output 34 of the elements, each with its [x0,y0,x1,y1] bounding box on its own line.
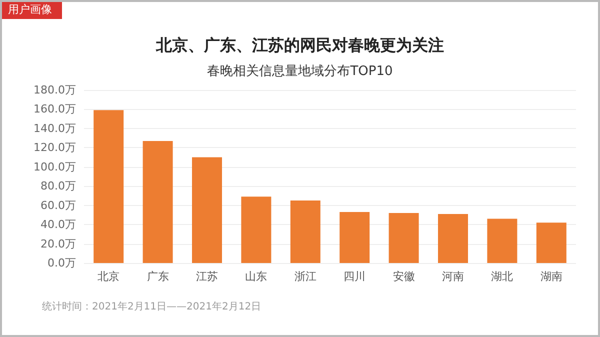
text: 统计时间：2021年2月11日——2021年2月12日 [42,300,262,312]
y-tick-label: 80.0万 [40,180,76,193]
bar [388,213,419,263]
bar [340,212,370,263]
bar [241,196,272,263]
x-tick-label: 山东 [245,270,268,283]
x-tick-label: 北京 [98,270,120,283]
x-tick-label: 广东 [146,270,169,283]
y-tick-label: 60.0万 [40,198,76,212]
y-tick-label: 100.0万 [34,160,76,174]
x-tick-label: 浙江 [294,270,316,283]
chart-title: 北京、广东、江苏的网民对春晚更为关注 [155,36,444,54]
x-tick-label: 湖南 [540,270,562,283]
x-tick-label: 四川 [344,270,366,283]
x-tick-label: 江苏 [196,270,218,283]
y-tick-label: 140.0万 [34,122,76,135]
bar [487,218,518,263]
bar [142,140,173,263]
chart-subtitle: 春晚相关信息量地域分布TOP10 [207,64,393,79]
x-tick-label: 湖北 [491,270,514,283]
bar [290,200,320,263]
y-tick-label: 120.0万 [34,141,76,154]
bar [536,222,566,263]
y-tick-label: 160.0万 [34,102,76,116]
text: 用户画像 [8,3,52,16]
y-tick-label: 40.0万 [40,218,76,232]
bar [192,157,222,263]
bar [438,214,468,263]
bar [94,110,124,263]
x-tick-label: 河南 [442,270,464,283]
y-tick-label: 180.0万 [34,84,76,96]
y-tick-label: 0.0万 [48,256,76,270]
y-tick-label: 20.0万 [40,237,76,250]
x-tick-label: 安徽 [392,270,415,283]
